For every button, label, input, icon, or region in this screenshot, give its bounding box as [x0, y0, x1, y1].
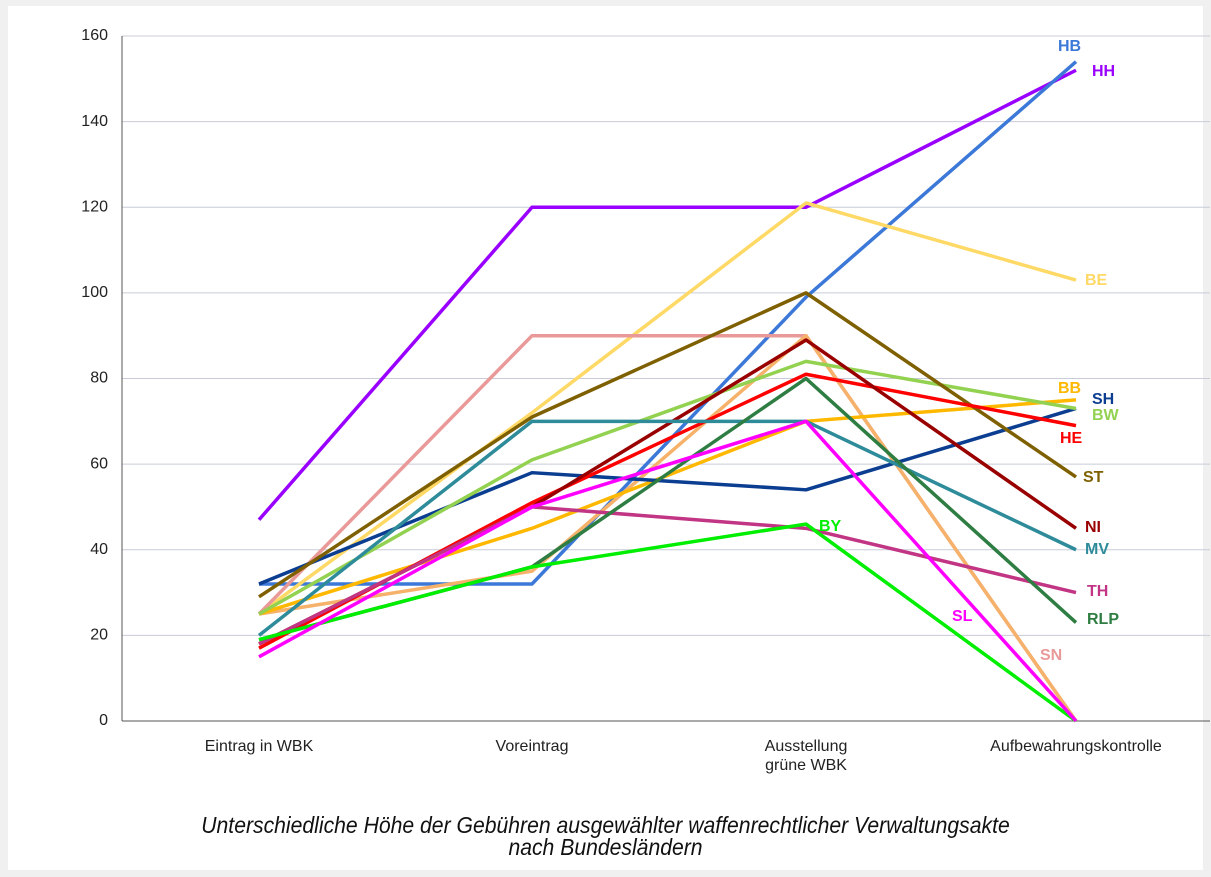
series-label: BY [819, 518, 842, 535]
chart-title: Unterschiedliche Höhe der Gebühren ausge… [201, 812, 1010, 838]
chart-title: nach Bundesländern [508, 834, 703, 860]
series-line [258, 406, 1077, 586]
y-tick-label: 0 [99, 712, 108, 729]
series-line [257, 68, 1077, 521]
series-label: MV [1085, 541, 1109, 558]
series-line [257, 419, 1077, 637]
series-line [258, 398, 1077, 616]
series-label: SH [1092, 391, 1114, 408]
series-label: RLP [1087, 611, 1119, 628]
y-tick-label: 80 [90, 370, 108, 387]
y-tick-label: 60 [90, 455, 108, 472]
series-line [257, 201, 1077, 616]
y-tick-label: 100 [81, 284, 108, 301]
series-line [258, 291, 1077, 599]
series-label: NI [1085, 519, 1101, 536]
series-label: HE [1060, 430, 1083, 447]
y-tick-label: 40 [90, 541, 108, 558]
y-tick-label: 160 [81, 27, 108, 44]
panel [8, 6, 1203, 870]
series-label: BB [1058, 380, 1081, 397]
series-line [259, 60, 1078, 586]
series-label: HH [1092, 63, 1115, 80]
series-label: TH [1087, 583, 1108, 600]
y-tick-label: 20 [90, 627, 108, 644]
series-label: HB [1058, 38, 1081, 55]
series-label: SL [952, 608, 973, 625]
y-tick-label: 140 [81, 113, 108, 130]
series-label: BW [1092, 407, 1120, 424]
series-line [258, 522, 1078, 723]
x-tick-label: Ausstellung grüne WBK [764, 738, 848, 774]
x-tick-label: Aufbewahrungskontrolle [990, 738, 1162, 755]
x-tick-label: Voreintrag [495, 738, 569, 755]
series-line [258, 505, 1077, 646]
series-label: BE [1085, 272, 1108, 289]
y-tick-label: 120 [81, 198, 108, 215]
x-tick-label: Eintrag in WBK [204, 738, 314, 755]
series-label: SN [1040, 647, 1062, 664]
series-line [258, 419, 1078, 723]
series-line [258, 376, 1078, 642]
series-line [258, 333, 1078, 723]
series-label: ST [1083, 469, 1104, 486]
